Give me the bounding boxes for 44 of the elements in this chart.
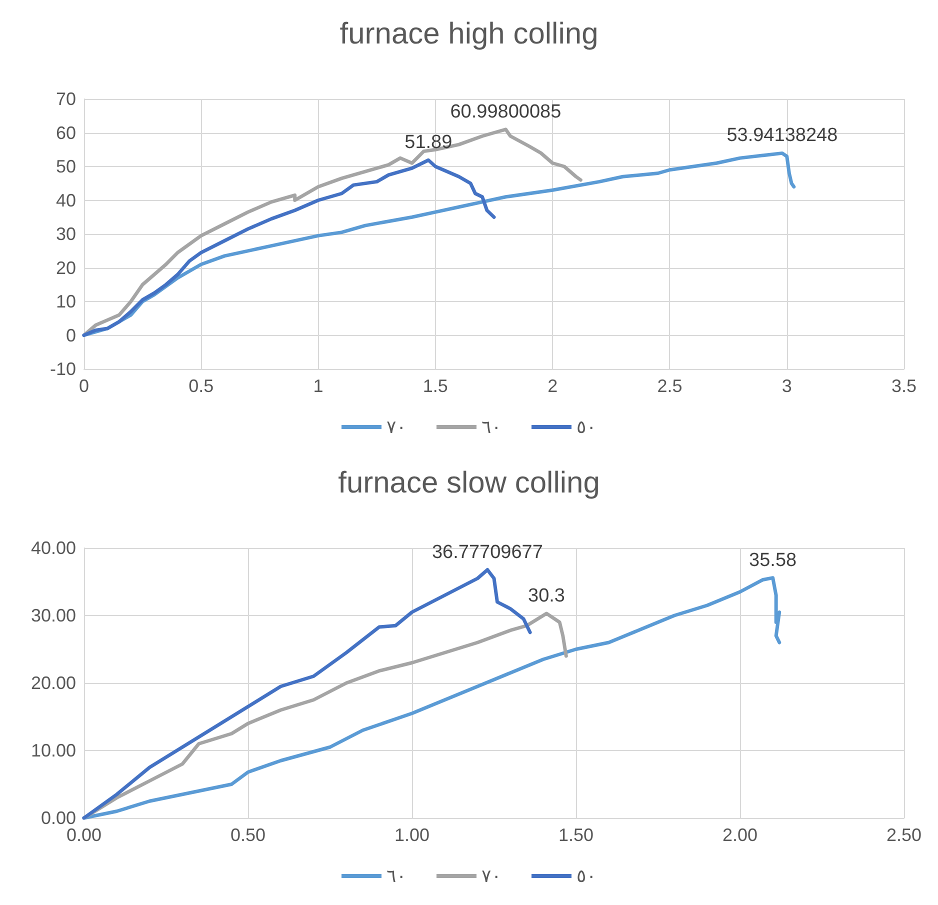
- y-tick-label: 50: [56, 156, 76, 176]
- legend-label: ٥٠: [576, 417, 596, 437]
- x-tick-label: 0: [78, 376, 90, 396]
- x-tick-label: 1.50: [558, 825, 594, 845]
- y-tick-label: 0.00: [40, 808, 76, 828]
- x-tick-label: 1.00: [394, 825, 430, 845]
- annotation: 35.58: [749, 550, 797, 571]
- y-tick-label: 40: [56, 190, 76, 210]
- y-tick-label: 0: [66, 325, 76, 346]
- chart-title: furnace high colling: [340, 18, 598, 50]
- x-tick-label: 0.5: [188, 376, 214, 396]
- line-series: [82, 158, 496, 337]
- legend-label: ٧٠: [386, 417, 406, 437]
- y-tick-label: -10: [50, 359, 76, 379]
- y-tick-label: 30: [56, 224, 76, 244]
- x-tick-label: 1: [313, 376, 324, 396]
- y-tick-label: 20.00: [30, 673, 76, 693]
- y-tick-label: 10.00: [30, 740, 76, 760]
- x-tick-label: 0.50: [230, 825, 266, 845]
- x-tick-label: 3.5: [891, 376, 917, 396]
- line-series: [82, 612, 568, 820]
- y-tick-label: 20: [56, 258, 76, 278]
- x-tick-label: 3: [782, 376, 792, 396]
- chart-title: furnace slow colling: [338, 466, 600, 500]
- annotation: 53.94138248: [726, 125, 838, 146]
- x-tick-label: 2.50: [886, 825, 922, 845]
- annotation: 36.77709677: [432, 542, 543, 563]
- annotation: 30.3: [528, 585, 565, 606]
- x-tick-label: 2.00: [722, 825, 758, 845]
- x-tick-label: 2.5: [657, 376, 682, 396]
- legend-label: ٥٠: [576, 866, 596, 886]
- legend-label: ٦٠: [386, 866, 406, 886]
- y-tick-label: 70: [56, 89, 76, 109]
- y-tick-label: 60: [56, 122, 76, 143]
- y-tick-label: 10: [56, 292, 76, 312]
- y-tick-label: 30.00: [30, 606, 76, 626]
- y-tick-label: 40.00: [30, 538, 76, 558]
- legend-label: ٦٠: [482, 417, 502, 437]
- line-series: [82, 576, 782, 820]
- x-tick-label: 2: [548, 376, 558, 396]
- x-tick-label: 1.5: [422, 376, 448, 396]
- annotation: 51.89: [404, 132, 452, 154]
- legend-label: ٧٠: [482, 866, 502, 886]
- annotation: 60.99800085: [450, 101, 562, 122]
